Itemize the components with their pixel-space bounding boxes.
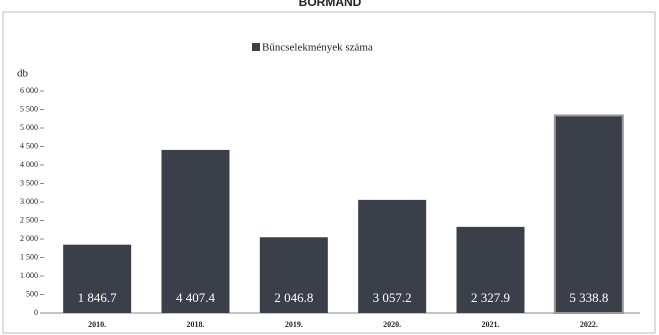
y-tick-label: 2 500 [20,215,38,224]
bar [358,199,427,313]
legend-label: Bűncselekmények száma [262,42,373,54]
x-tick-label: 2021. [482,320,500,329]
x-tick-label: 2018. [187,320,205,329]
y-axis-label: db [17,68,29,80]
x-tick-label: 2020. [383,320,401,329]
y-tick-label: 2 000 [20,234,38,243]
y-tick-label: 1 500 [20,252,38,261]
bar [259,237,328,313]
y-tick-label: 5 000 [20,123,38,132]
y-tick-label: 3 000 [20,197,38,206]
bar [553,114,624,314]
value-label: 2 046.8 [274,290,313,305]
y-tick-label: 4 500 [20,141,38,150]
y-tick-label: 6 000 [20,86,38,95]
value-label: 4 407.4 [176,290,216,305]
y-tick-label: 500 [26,289,38,298]
chart-frame [2,11,656,334]
bar [63,244,132,313]
value-label: 1 846.7 [78,290,118,305]
chart-title: BORMAND [299,0,362,9]
bar [456,226,525,313]
x-tick-label: 2019. [285,320,303,329]
value-label: 3 057.2 [373,290,412,305]
bar [161,149,230,313]
y-tick-label: 0 [34,308,38,317]
x-tick-label: 2022. [580,320,598,329]
x-tick-label: 2010. [88,320,106,329]
y-tick-label: 5 500 [20,104,38,113]
y-tick-label: 3 500 [20,178,38,187]
value-label: 5 338.8 [569,290,608,305]
y-tick-label: 1 000 [20,271,38,280]
legend-swatch [252,43,260,51]
value-label: 2 327.9 [471,290,510,305]
y-tick-label: 4 000 [20,160,38,169]
